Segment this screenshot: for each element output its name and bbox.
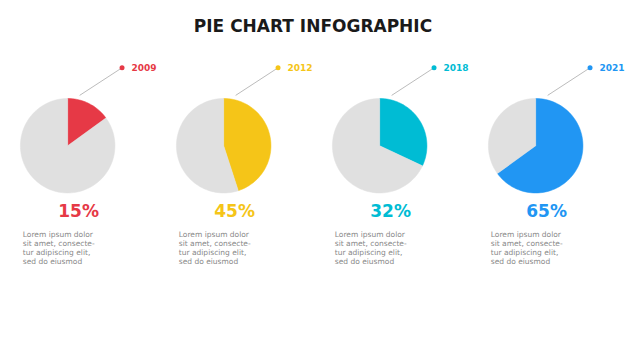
svg-text:32%: 32% xyxy=(370,201,411,221)
svg-text:45%: 45% xyxy=(214,201,255,221)
svg-text:65%: 65% xyxy=(526,201,567,221)
svg-text:15%: 15% xyxy=(58,201,99,221)
svg-text:Lorem ipsum dolorsit amet, con: Lorem ipsum dolorsit amet, consecte-tur … xyxy=(491,230,563,266)
svg-text:Lorem ipsum dolorsit amet, con: Lorem ipsum dolorsit amet, consecte-tur … xyxy=(179,230,251,266)
svg-text:2012: 2012 xyxy=(288,63,313,73)
html-text:PIE CHART INFOGRAPHIC: PIE CHART INFOGRAPHIC xyxy=(193,16,433,36)
svg-text:Lorem ipsum dolorsit amet, con: Lorem ipsum dolorsit amet, consecte-tur … xyxy=(23,230,95,266)
svg-text:Lorem ipsum dolorsit amet, con: Lorem ipsum dolorsit amet, consecte-tur … xyxy=(335,230,407,266)
svg-text:2021: 2021 xyxy=(600,63,625,73)
svg-text:2018: 2018 xyxy=(444,63,469,73)
svg-text:2009: 2009 xyxy=(132,63,157,73)
